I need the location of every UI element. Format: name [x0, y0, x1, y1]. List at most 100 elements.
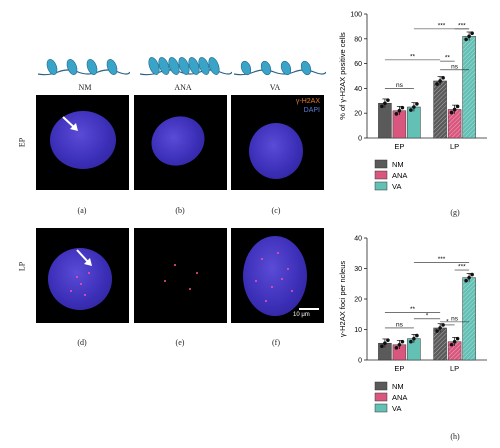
legend-label-va: VA — [392, 182, 401, 191]
channel-label-nucleus: DAPI — [303, 107, 320, 114]
data-point — [470, 31, 474, 36]
significance-label: ** — [410, 306, 416, 313]
y-tick-label: 10 — [354, 327, 362, 334]
arrow-icon — [62, 116, 78, 131]
legend-label-nm: NM — [392, 382, 404, 391]
panel-label-h: (h) — [450, 432, 460, 441]
data-point — [464, 278, 468, 283]
data-point — [435, 329, 439, 333]
data-point — [415, 102, 419, 106]
data-point — [467, 34, 471, 39]
y-tick-label: 20 — [354, 111, 362, 118]
panel-label-c: (c) — [271, 206, 281, 215]
y-axis-label: γ-H2AX foci per ncleus — [338, 261, 347, 338]
significance-label: ** — [445, 55, 451, 62]
legend-label-nm: NM — [392, 160, 404, 169]
data-point — [438, 326, 442, 330]
legend-label-ana: ANA — [392, 393, 407, 402]
legend-label-ana: ANA — [392, 171, 407, 180]
data-point — [415, 333, 419, 338]
bar-nm-ep — [378, 103, 392, 139]
arrow-icon — [76, 249, 92, 266]
panel-label-b: (b) — [175, 206, 185, 215]
data-point — [409, 108, 413, 112]
chromatin-ana-icon — [140, 57, 232, 76]
bar-va-lp — [462, 36, 476, 139]
y-tick-label: 30 — [354, 266, 362, 273]
data-point — [397, 342, 402, 347]
row-label-ep: EP — [17, 137, 27, 148]
channel-label-marker: γ-H2AX — [295, 98, 320, 105]
legend-swatch-nm — [374, 381, 388, 391]
data-point — [412, 336, 416, 341]
legend-label-va: VA — [392, 404, 401, 413]
image-lp-va: 10 μm — [231, 228, 324, 323]
data-point — [386, 98, 390, 102]
significance-label: * — [426, 312, 429, 319]
significance-label: ns — [396, 321, 404, 328]
row-label-lp: LP — [17, 261, 27, 272]
legend-swatch-ana — [374, 170, 388, 180]
data-point — [438, 79, 442, 83]
data-point — [464, 37, 468, 42]
bar-va-lp — [462, 277, 476, 361]
column-label-nm: NM — [78, 83, 92, 92]
panel-label-a: (a) — [77, 206, 87, 215]
data-point — [412, 105, 416, 109]
y-tick-label: 0 — [358, 358, 362, 365]
image-lp-nm — [36, 228, 129, 323]
scale-bar-line — [299, 308, 319, 310]
panel-label-d: (d) — [77, 338, 87, 347]
legend-swatch-ana — [374, 392, 388, 402]
chromatin-nm-icon — [38, 59, 130, 76]
data-point — [467, 275, 471, 280]
x-tick-label: EP — [394, 364, 404, 373]
panel-label-f: (f) — [272, 338, 280, 347]
data-point — [400, 105, 405, 110]
y-axis-label: % of γ-H2AX positive cells — [338, 32, 347, 120]
column-label-ana: ANA — [174, 83, 192, 92]
column-label-va: VA — [269, 83, 281, 92]
bar-va-ep — [407, 106, 421, 139]
scale-bar-label: 10 μm — [293, 312, 310, 318]
significance-label: ns — [396, 82, 404, 89]
significance-label: *** — [438, 256, 446, 263]
data-point — [380, 104, 384, 109]
image-lp-ana — [134, 228, 227, 323]
y-tick-label: 100 — [350, 12, 362, 19]
legend-swatch-va — [374, 403, 388, 413]
data-point — [435, 82, 439, 86]
data-point — [449, 342, 454, 347]
x-tick-label: EP — [394, 142, 404, 151]
data-point — [470, 272, 474, 277]
significance-label: ** — [410, 53, 416, 60]
y-tick-label: 40 — [354, 86, 362, 93]
y-tick-label: 40 — [354, 236, 362, 243]
data-point — [394, 112, 399, 116]
legend-swatch-nm — [374, 159, 388, 169]
image-ep-va: γ-H2AX DAPI — [231, 95, 324, 190]
data-point — [383, 101, 387, 106]
y-tick-label: 20 — [354, 297, 362, 304]
significance-label: *** — [458, 22, 466, 29]
bar-nm-lp — [433, 80, 447, 139]
data-point — [455, 336, 460, 341]
legend-swatch-va — [374, 181, 388, 191]
significance-label: ns — [451, 315, 459, 322]
significance-label: * — [446, 318, 449, 325]
data-point — [386, 338, 390, 342]
data-point — [452, 107, 457, 112]
y-tick-label: 60 — [354, 61, 362, 68]
data-point — [441, 76, 445, 80]
x-tick-label: LP — [450, 142, 459, 151]
data-point — [409, 339, 413, 344]
data-point — [449, 110, 454, 115]
panel-label-e: (e) — [175, 338, 185, 347]
y-tick-label: 80 — [354, 36, 362, 43]
x-tick-label: LP — [450, 364, 459, 373]
significance-label: *** — [458, 264, 466, 271]
data-point — [452, 339, 457, 344]
significance-label: *** — [438, 22, 446, 29]
data-point — [380, 344, 384, 349]
